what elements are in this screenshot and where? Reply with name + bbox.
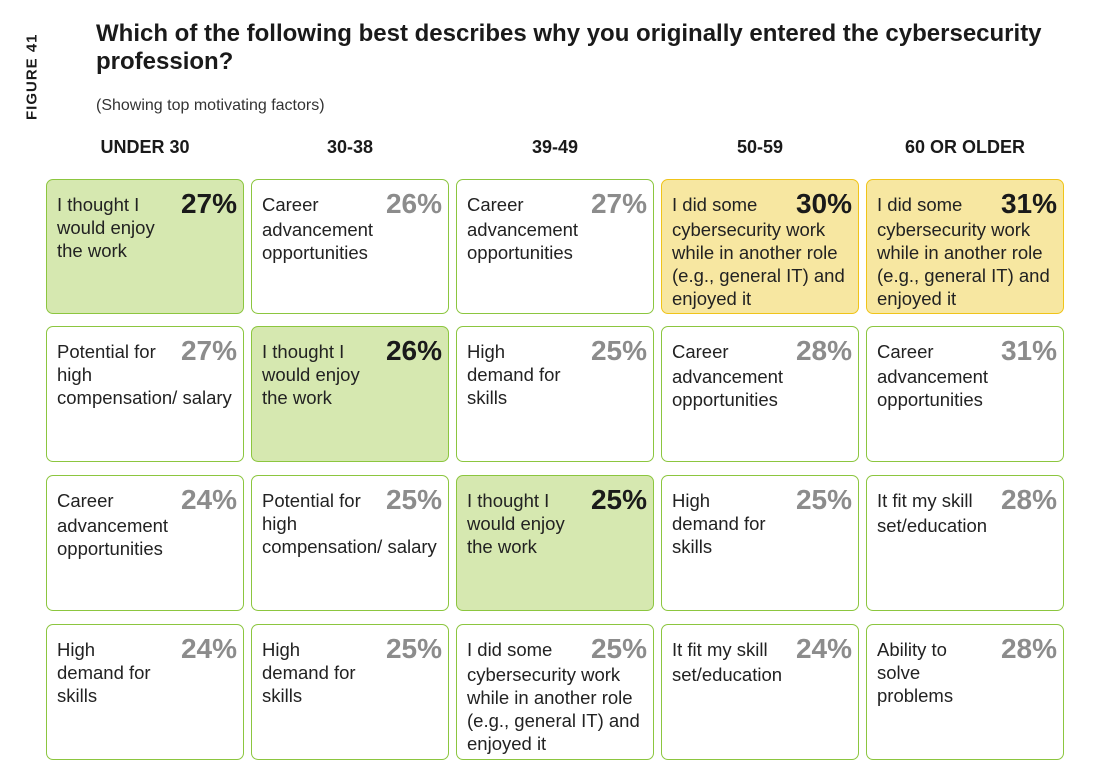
percentage-label: 25% <box>385 484 442 515</box>
percentage-label: 27% <box>590 188 647 219</box>
factor-label: Career advancement opportunities <box>877 341 989 410</box>
factor-label: Ability to solve problems <box>877 639 954 706</box>
factor-label: High demand for skills <box>57 639 151 706</box>
factor-label: Potential for high compensation/ salary <box>57 341 232 408</box>
factor-label: Career advancement opportunities <box>467 194 579 263</box>
percentage-label: 24% <box>795 633 852 664</box>
factor-cell: Potential for high compensation/ salary 2… <box>46 326 244 462</box>
column-header: 30-38 <box>326 137 374 157</box>
factor-label: High demand for skills <box>467 341 561 408</box>
percentage-label: 25% <box>795 484 852 515</box>
factor-cell: I thought I would enjoy the work 27% <box>46 179 244 314</box>
factor-label: Career advancement opportunities <box>262 194 374 263</box>
percentage-label: 28% <box>1000 633 1057 664</box>
factor-label: It fit my skill set/education <box>877 490 988 536</box>
factor-cell: I did some cybersecurity work while in a… <box>866 179 1064 314</box>
percentage-label: 26% <box>385 188 442 219</box>
factor-cell: Career advancement opportunities 24% <box>46 475 244 611</box>
percentage-label: 31% <box>1000 188 1057 219</box>
factor-cell: Career advancement opportunities 31% <box>866 326 1064 462</box>
factor-cell: High demand for skills 25% <box>251 624 449 760</box>
factor-label: Potential for high compensation/ salary <box>262 490 437 557</box>
factor-cell: High demand for skills 24% <box>46 624 244 760</box>
factor-label: High demand for skills <box>262 639 356 706</box>
factor-label: I did some cybersecurity work while in a… <box>672 194 845 309</box>
chart-title: Which of the following best describes wh… <box>96 20 1042 75</box>
factor-label: High demand for skills <box>672 490 766 557</box>
motivation-grid: UNDER 30 I thought I would enjoy the work… <box>46 134 1066 760</box>
factor-cell: Potential for high compensation/ salary 2… <box>251 475 449 611</box>
percentage-label: 27% <box>180 188 237 219</box>
factor-cell: Career advancement opportunities 26% <box>251 179 449 314</box>
chart-subtitle: (Showing top motivating factors) <box>96 97 325 114</box>
factor-label: Career advancement opportunities <box>672 341 784 410</box>
factor-label: I thought I would enjoy the work <box>262 341 360 408</box>
factor-label: I thought I would enjoy the work <box>57 194 155 261</box>
factor-cell: Career advancement opportunities 28% <box>661 326 859 462</box>
percentage-label: 26% <box>385 335 442 366</box>
factor-label: I did some cybersecurity work while in a… <box>467 639 640 754</box>
factor-cell: I thought I would enjoy the work 25% <box>456 475 654 611</box>
factor-cell: High demand for skills 25% <box>456 326 654 462</box>
factor-cell: Career advancement opportunities 27% <box>456 179 654 314</box>
column-header: 50-59 <box>736 137 784 157</box>
factor-cell: It fit my skill set/education 28% <box>866 475 1064 611</box>
percentage-label: 28% <box>1000 484 1057 515</box>
percentage-label: 28% <box>795 335 852 366</box>
factor-cell: High demand for skills 25% <box>661 475 859 611</box>
percentage-label: 27% <box>180 335 237 366</box>
percentage-label: 24% <box>180 484 237 515</box>
factor-cell: I did some cybersecurity work while in a… <box>456 624 654 760</box>
factor-label: Career advancement opportunities <box>57 490 169 559</box>
factor-label: I did some cybersecurity work while in a… <box>877 194 1050 309</box>
factor-label: It fit my skill set/education <box>672 639 783 685</box>
percentage-label: 25% <box>590 633 647 664</box>
percentage-label: 31% <box>1000 335 1057 366</box>
factor-cell: It fit my skill set/education 24% <box>661 624 859 760</box>
factor-cell: I did some cybersecurity work while in a… <box>661 179 859 314</box>
factor-label: I thought I would enjoy the work <box>467 490 565 557</box>
column-header: 39-49 <box>531 137 579 157</box>
percentage-label: 25% <box>590 484 647 515</box>
factor-cell: I thought I would enjoy the work 26% <box>251 326 449 462</box>
factor-cell: Ability to solve problems 28% <box>866 624 1064 760</box>
percentage-label: 25% <box>385 633 442 664</box>
percentage-label: 24% <box>180 633 237 664</box>
column-header: UNDER 30 <box>100 137 190 157</box>
percentage-label: 30% <box>795 188 852 219</box>
percentage-label: 25% <box>590 335 647 366</box>
figure-label: FIGURE 41 <box>23 33 41 121</box>
column-header: 60 OR OLDER <box>904 137 1026 157</box>
